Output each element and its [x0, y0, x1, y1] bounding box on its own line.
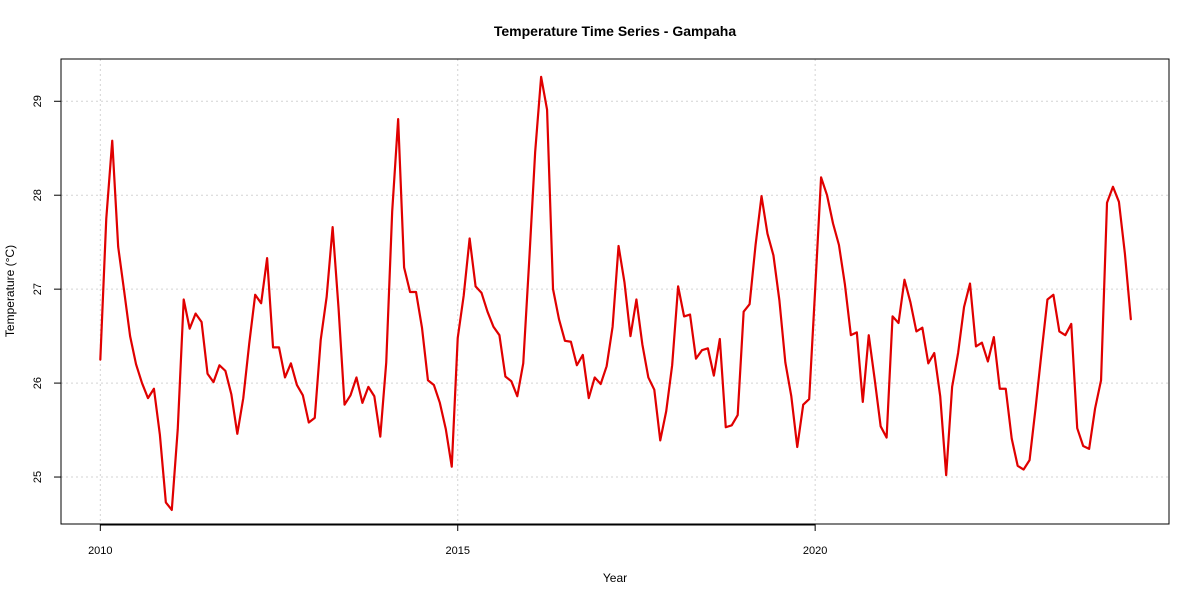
y-axis-label: Temperature (°C) — [3, 245, 17, 337]
data-layer — [99, 75, 1132, 512]
y-tick-label-4: 29 — [32, 95, 44, 107]
y-tick-label-0: 25 — [32, 471, 44, 483]
x-tick-label-0: 2010 — [88, 545, 112, 557]
x-axis-label: Year — [603, 571, 627, 585]
x-tick-label-1: 2015 — [445, 545, 469, 557]
y-tick-label-2: 27 — [32, 283, 44, 295]
axes: 2010 2015 2020 25 26 27 28 29 — [32, 95, 827, 557]
series-line-0 — [99, 75, 1132, 512]
chart-title: Temperature Time Series - Gampaha — [494, 23, 736, 39]
y-tick-label-1: 26 — [32, 377, 44, 389]
y-tick-label-3: 28 — [32, 189, 44, 201]
x-tick-label-2: 2020 — [803, 545, 827, 557]
